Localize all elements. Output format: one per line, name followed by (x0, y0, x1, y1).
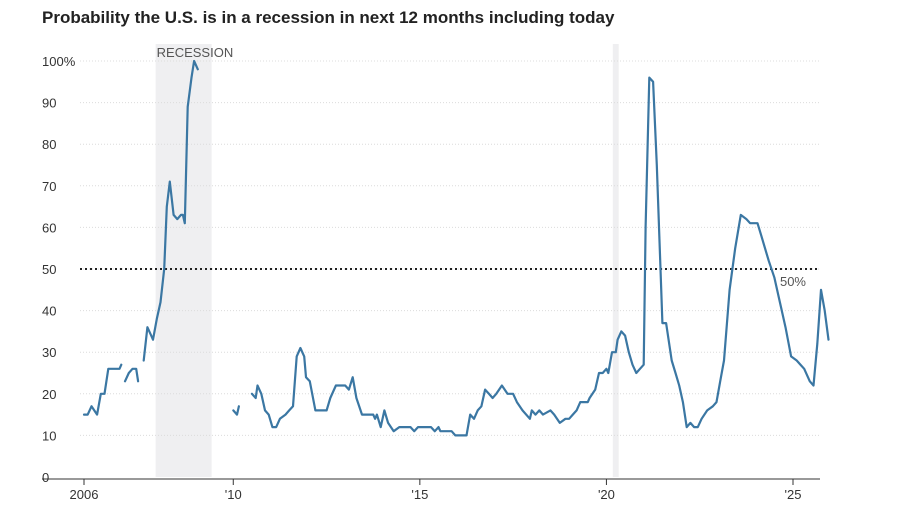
y-tick-label-30: 30 (42, 345, 56, 360)
y-tick-label-50: 50 (42, 262, 56, 277)
chart-title: Probability the U.S. is in a recession i… (42, 8, 615, 27)
recession-band-1 (612, 44, 619, 477)
y-tick-label-90: 90 (42, 96, 56, 111)
series-line-segment-4 (250, 76, 830, 437)
x-tick-label-2015: '15 (411, 487, 428, 502)
y-tick-label-100: 100% (42, 54, 76, 69)
y-tick-label-10: 10 (42, 428, 56, 443)
y-tick-label-80: 80 (42, 137, 56, 152)
y-tick-label-60: 60 (42, 220, 56, 235)
x-tick-label-2020: '20 (598, 487, 615, 502)
x-tick-label-2006: 2006 (70, 487, 99, 502)
y-tick-label-70: 70 (42, 179, 56, 194)
y-tick-label-0: 0 (42, 470, 49, 485)
y-tick-label-40: 40 (42, 304, 56, 319)
recession-label: RECESSION (157, 45, 234, 60)
threshold-label: 50% (780, 274, 806, 289)
series-line-segment-3 (232, 405, 240, 416)
x-tick-label-2010: '10 (225, 487, 242, 502)
series-line-segment-0 (82, 363, 123, 416)
series-line-segment-1 (123, 367, 140, 383)
x-tick-label-2025: '25 (785, 487, 802, 502)
y-tick-label-20: 20 (42, 387, 56, 402)
series-line-segment-2 (142, 59, 199, 362)
